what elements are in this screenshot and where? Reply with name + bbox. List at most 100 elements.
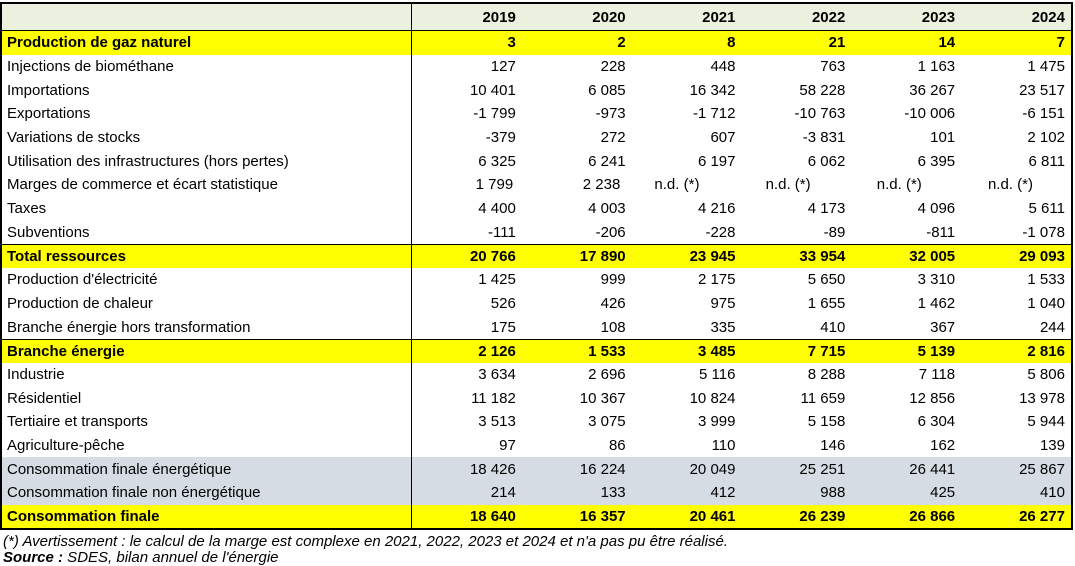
year-column-header: 2022 — [811, 8, 846, 26]
cell-value: 25 251 — [799, 460, 846, 478]
cell-value: -89 — [823, 223, 846, 241]
cell-value: 17 890 — [579, 248, 626, 266]
cell-value: 25 867 — [1019, 460, 1065, 478]
cell-value: 5 139 — [917, 342, 956, 360]
table-row: Importations 10 401 6 085 16 342 58 228 36 26… — [2, 78, 1071, 103]
cell-value: 23 945 — [689, 248, 736, 266]
cell-value: 6 062 — [807, 152, 846, 170]
cell-value: 33 954 — [799, 248, 846, 266]
row-label: Branche énergie — [2, 339, 412, 363]
cell-value: 6 304 — [917, 413, 956, 431]
cell-value: 5 611 — [1028, 200, 1065, 218]
cell-value: 1 655 — [807, 294, 846, 312]
cell-value: 16 342 — [689, 81, 736, 99]
cell-value: 228 — [600, 58, 626, 76]
cell-value: 20 461 — [689, 508, 736, 526]
cell-value: 12 856 — [909, 389, 956, 407]
cell-value: 26 441 — [909, 460, 956, 478]
cell-value: 5 650 — [807, 271, 846, 289]
cell-value: 6 325 — [478, 152, 516, 170]
cell-value: 3 999 — [697, 413, 736, 431]
cell-value: 2 238 — [582, 176, 621, 194]
cell-value: 29 093 — [1019, 248, 1065, 266]
cell-value: 763 — [820, 58, 846, 76]
cell-value: 6 085 — [588, 81, 626, 99]
cell-value: n.d. (*) — [987, 176, 1033, 194]
table-row: Consommation finale 18 640 16 357 20 461 26 … — [2, 504, 1071, 529]
cell-value: 410 — [820, 318, 846, 336]
table-row: Exportations -1 799 -973 -1 712 -10 763 -10 0… — [2, 102, 1071, 126]
cell-value: 127 — [490, 58, 516, 76]
table-row: Production de chaleur 526 426 975 1 655 1 462… — [2, 291, 1071, 316]
cell-value: 18 640 — [469, 508, 516, 526]
year-column-header: 2024 — [1031, 8, 1065, 26]
cell-value: 146 — [820, 437, 846, 455]
cell-value: -6 151 — [1022, 105, 1065, 123]
cell-value: 3 485 — [697, 342, 736, 360]
cell-value: 1 533 — [1027, 271, 1065, 289]
table-row: Subventions -111 -206 -228 -89 -811 -1 078 — [2, 220, 1071, 245]
cell-value: -1 712 — [692, 105, 736, 123]
row-label: Production de gaz naturel — [2, 31, 412, 55]
row-label: Taxes — [2, 196, 412, 221]
cell-value: 412 — [710, 484, 736, 502]
cell-value: 6 811 — [1028, 152, 1065, 170]
cell-value: 3 — [507, 34, 516, 52]
cell-value: -973 — [595, 105, 626, 123]
year-column-header: 2023 — [921, 8, 956, 26]
cell-value: 97 — [499, 437, 516, 455]
cell-value: 410 — [1039, 484, 1065, 502]
cell-value: 607 — [710, 129, 736, 147]
row-label: Industrie — [2, 362, 412, 387]
cell-value: 8 288 — [807, 365, 846, 383]
cell-value: 58 228 — [799, 81, 846, 99]
table-row: Utilisation des infrastructures (hors pe… — [2, 149, 1071, 174]
cell-value: -206 — [595, 223, 626, 241]
cell-value: 2 696 — [588, 365, 626, 383]
cell-value: 10 401 — [469, 81, 516, 99]
year-column-header: 2019 — [482, 8, 516, 26]
table-row: Branche énergie 2 126 1 533 3 485 7 715 5 139… — [2, 338, 1071, 363]
year-column-header: 2020 — [592, 8, 626, 26]
row-label: Résidentiel — [2, 386, 412, 410]
table-row: Agriculture-pêche 97 86 110 146 162 139 — [2, 433, 1071, 458]
row-label: Utilisation des infrastructures (hors pe… — [2, 149, 412, 174]
cell-value: 3 513 — [478, 413, 516, 431]
footnote-source: Source : SDES, bilan annuel de l'énergie — [3, 549, 1073, 566]
cell-value: 6 241 — [588, 152, 626, 170]
cell-value: 4 173 — [807, 200, 846, 218]
table-row: Production d'électricité 1 425 999 2 175 5 6… — [2, 267, 1071, 292]
cell-value: -811 — [926, 223, 956, 241]
row-label: Injections de biométhane — [2, 54, 412, 79]
row-label: Variations de stocks — [2, 125, 412, 150]
cell-value: 7 715 — [807, 342, 846, 360]
cell-value: 2 102 — [1027, 129, 1065, 147]
cell-value: 1 533 — [588, 342, 626, 360]
cell-value: 14 — [938, 34, 956, 52]
row-label: Production de chaleur — [2, 291, 412, 316]
cell-value: 6 197 — [697, 152, 736, 170]
header-empty-cell — [2, 4, 412, 30]
table-row: Branche énergie hors transformation 175 10… — [2, 315, 1071, 339]
cell-value: 5 944 — [1027, 413, 1065, 431]
cell-value: 16 357 — [579, 508, 626, 526]
cell-value: 244 — [1039, 318, 1065, 336]
cell-value: 3 075 — [588, 413, 626, 431]
cell-value: 26 239 — [799, 508, 846, 526]
year-column-header: 2021 — [702, 8, 736, 26]
cell-value: n.d. (*) — [876, 176, 922, 194]
row-label: Branche énergie hors transformation — [2, 315, 412, 339]
cell-value: 26 866 — [909, 508, 956, 526]
cell-value: 4 096 — [917, 200, 956, 218]
table-row: Total ressources 20 766 17 890 23 945 33 954… — [2, 244, 1071, 268]
row-label: Exportations — [2, 102, 412, 126]
cell-value: 139 — [1039, 437, 1065, 455]
cell-value: 16 224 — [579, 460, 626, 478]
cell-value: 2 — [617, 34, 626, 52]
cell-value: 4 003 — [588, 200, 626, 218]
row-label: Consommation finale non énergétique — [2, 481, 412, 505]
cell-value: 988 — [820, 484, 846, 502]
cell-value: 8 — [727, 34, 736, 52]
cell-value: 26 277 — [1019, 508, 1065, 526]
cell-value: 86 — [608, 437, 626, 455]
